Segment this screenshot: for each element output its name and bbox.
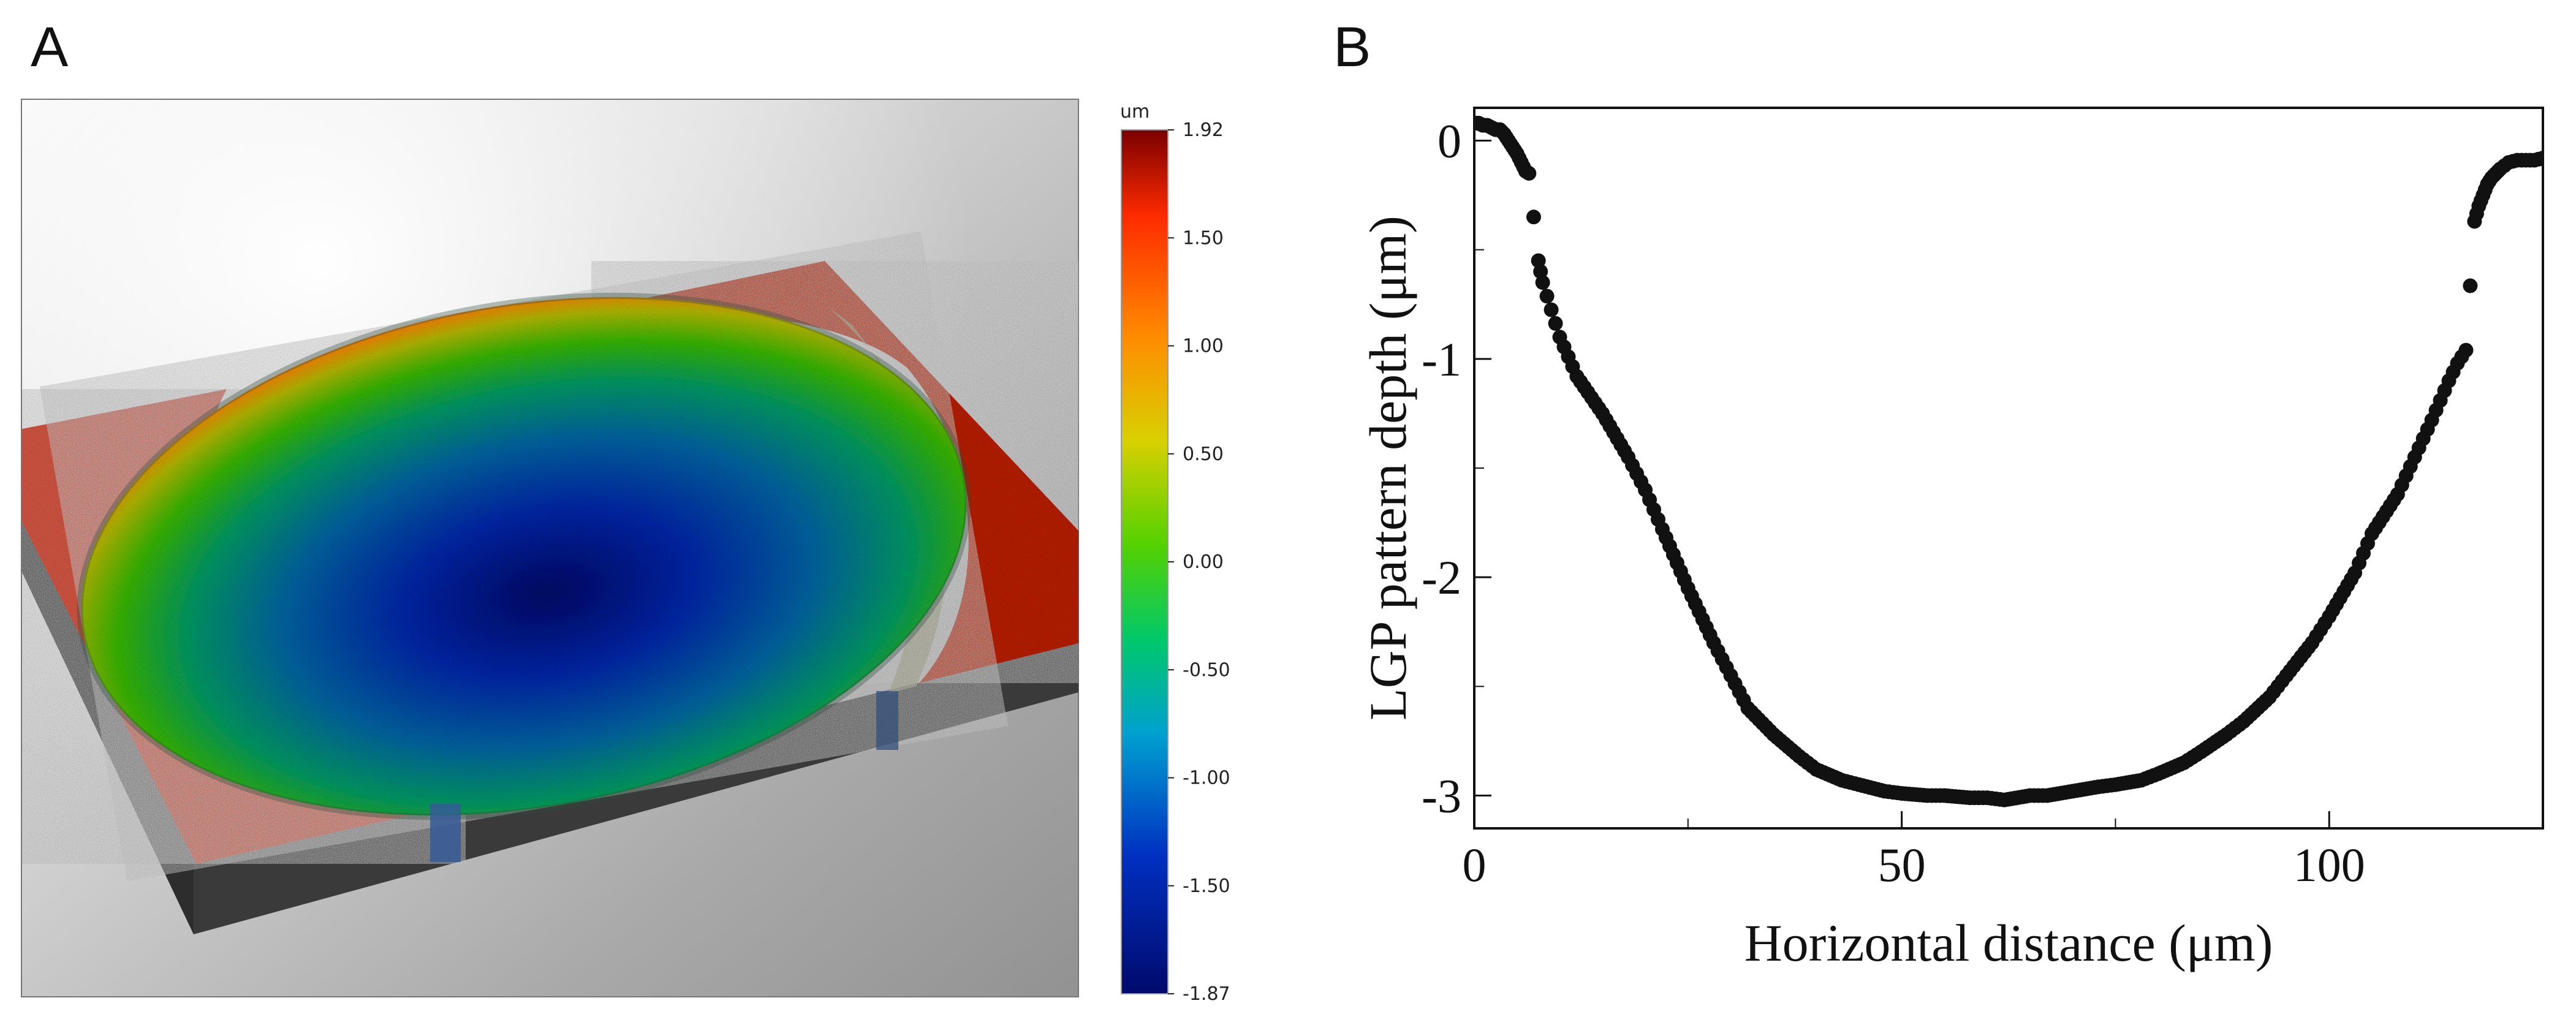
y-tick-label: -3 bbox=[1422, 770, 1461, 823]
right-notch bbox=[876, 691, 898, 750]
colorbar-tick-label: 1.00 bbox=[1183, 336, 1224, 357]
data-point bbox=[2536, 150, 2543, 165]
base-front-face bbox=[22, 522, 1078, 934]
data-point bbox=[1521, 165, 1537, 181]
left-notch bbox=[430, 804, 461, 862]
colorbar-tick-label: -1.50 bbox=[1183, 876, 1230, 897]
data-point bbox=[1539, 289, 1555, 304]
colorbar-tick-label: 0.50 bbox=[1183, 444, 1224, 465]
x-tick-label: 0 bbox=[1463, 838, 1487, 891]
y-axis-label: LGP pattern depth (μm) bbox=[1358, 216, 1417, 721]
y-tick-label: -2 bbox=[1422, 551, 1461, 604]
data-point bbox=[1531, 253, 1546, 268]
colorbar-gradient bbox=[1121, 129, 1169, 994]
data-point bbox=[2463, 278, 2478, 293]
colorbar-tick-label: -1.87 bbox=[1183, 983, 1230, 1005]
colorbar-tick-label: 1.50 bbox=[1183, 227, 1224, 249]
x-tick-label: 50 bbox=[1878, 838, 1926, 891]
plot-ticks: 0 50 100 0 -1 -2 -3 bbox=[1422, 114, 2365, 891]
x-tick-label: 100 bbox=[2294, 838, 2365, 891]
y-tick-label: -1 bbox=[1422, 333, 1461, 386]
colorbar-ticks: 1.92 1.50 1.00 0.50 0.00 -0.50 -1.00 -1.50 -1.87 bbox=[1168, 119, 1230, 1005]
colorbar-tick-label: -1.00 bbox=[1183, 768, 1230, 789]
data-point bbox=[1533, 264, 1548, 279]
y-tick-label: 0 bbox=[1438, 114, 1461, 167]
colorbar: um 1.92 1.50 1.00 0.50 0.00 -0.50 -1.00 -1.50 -1… bbox=[1120, 101, 1230, 1005]
panel-b-label: B bbox=[1333, 16, 1371, 78]
depth-plot: 0 50 100 0 -1 -2 -3 Horizontal distance (μm) L… bbox=[1358, 107, 2544, 972]
data-points bbox=[1474, 115, 2543, 808]
bowl-rim-shadow bbox=[77, 292, 971, 820]
data-point bbox=[1544, 302, 1559, 317]
surface-render bbox=[21, 99, 1079, 997]
colorbar-tick-label: 0.00 bbox=[1183, 551, 1224, 573]
plot-area bbox=[1473, 107, 2544, 830]
colorbar-tick-label: 1.92 bbox=[1183, 119, 1224, 141]
x-axis-label: Horizontal distance (μm) bbox=[1744, 913, 2273, 972]
data-point bbox=[1535, 275, 1550, 290]
colorbar-unit: um bbox=[1120, 101, 1150, 123]
data-point bbox=[1548, 316, 1563, 331]
bowl-surface bbox=[81, 297, 967, 816]
data-point bbox=[1526, 210, 1541, 225]
data-point bbox=[2458, 342, 2474, 358]
panel-a-label: A bbox=[31, 16, 69, 78]
colorbar-tick-label: -0.50 bbox=[1183, 659, 1230, 681]
base-side-shadow bbox=[22, 522, 194, 934]
